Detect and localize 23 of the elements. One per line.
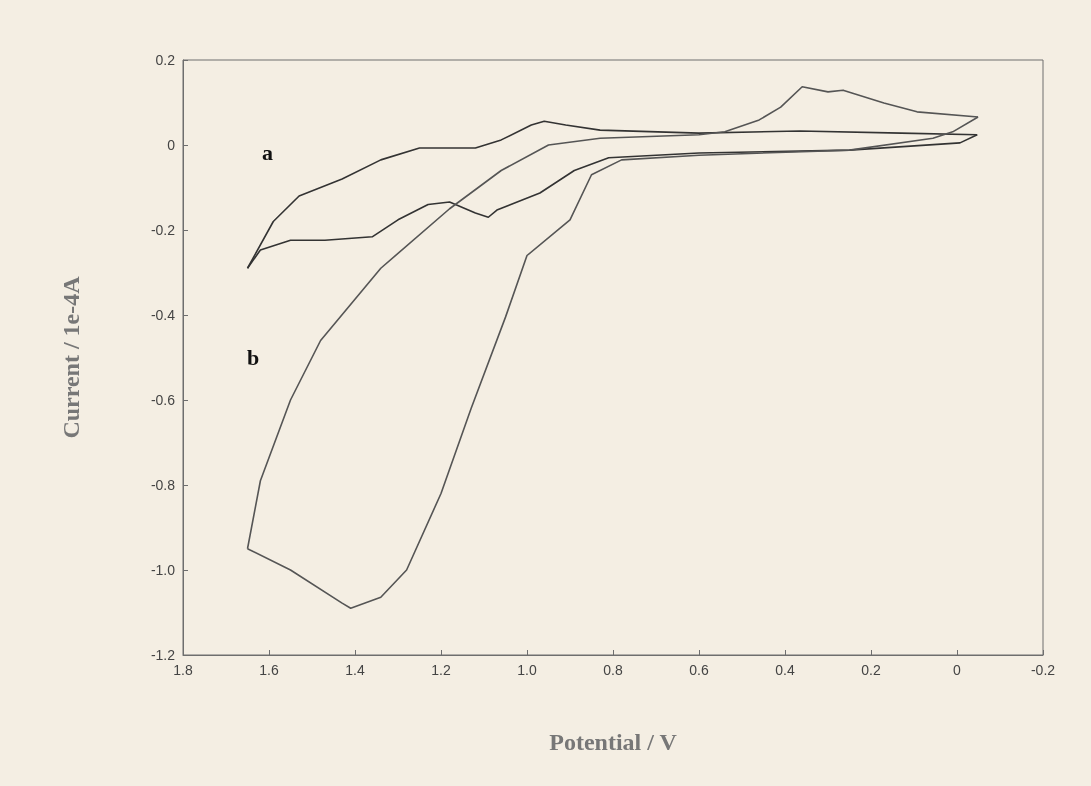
y-tick-label: -0.4	[150, 307, 176, 323]
x-tick-label: 1.4	[345, 662, 365, 678]
y-tick-label: -1.0	[150, 562, 176, 578]
x-tick-label: -0.2	[1030, 662, 1056, 678]
x-tick-label: 0.4	[775, 662, 795, 678]
x-tick-label: 0.2	[861, 662, 881, 678]
y-axis-title: Current / 1e-4A	[58, 275, 84, 439]
x-tick-label: 1.2	[431, 662, 451, 678]
x-tick-label: 1.8	[173, 662, 193, 678]
x-tick-label: 0.8	[603, 662, 623, 678]
y-tick-label: -1.2	[150, 647, 176, 663]
annotation: b	[247, 344, 260, 370]
y-tick-label: -0.6	[150, 392, 176, 408]
x-tick-label: 1.0	[517, 662, 537, 678]
x-tick-label: 1.6	[259, 662, 279, 678]
x-axis-title: Potential / V	[549, 729, 678, 755]
x-tick-label: 0	[953, 662, 962, 678]
y-tick-label: 0	[167, 137, 176, 153]
annotation: a	[262, 139, 273, 165]
x-tick-label: 0.6	[689, 662, 709, 678]
y-tick-label: 0.2	[155, 52, 176, 68]
y-tick-label: -0.8	[150, 477, 176, 493]
y-tick-label: -0.2	[150, 222, 176, 238]
